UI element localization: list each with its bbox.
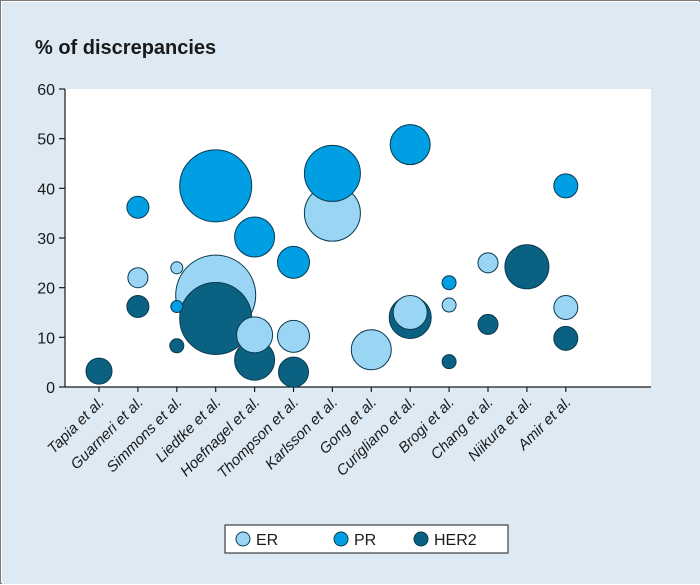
- bubble-pr-amir-et-al: [553, 173, 579, 199]
- legend-label-er: ER: [256, 532, 278, 549]
- legend-label-her2: HER2: [434, 532, 477, 549]
- bubble-er-gong-et-al: [350, 329, 392, 371]
- legend: ER PR HER2: [224, 524, 509, 554]
- bubble-pr-liedtke-et-al: [179, 149, 253, 223]
- bubble-pr-simmons-et-al: [170, 300, 184, 314]
- y-tick-label: 50: [37, 132, 55, 149]
- legend-box: [224, 524, 509, 554]
- bubble-pr-hoefnagel-et-al: [234, 216, 276, 258]
- bubble-her2-niikura-et-al: [504, 244, 550, 290]
- legend-marker-her2: [413, 531, 429, 547]
- bubble-er-brogi-et-al: [441, 297, 457, 313]
- y-tick-label: 30: [37, 231, 55, 248]
- bubbles-layer: [85, 124, 579, 388]
- bubble-pr-karlsson-et-al: [303, 144, 361, 202]
- legend-marker-pr: [333, 531, 349, 547]
- bubble-er-amir-et-al: [553, 295, 579, 321]
- y-tick-label: 20: [37, 281, 55, 298]
- bubble-her2-simmons-et-al: [169, 338, 185, 354]
- bubble-er-guarneri-et-al: [127, 267, 149, 289]
- bubble-pr-thompson-et-al: [277, 245, 310, 279]
- bubble-her2-amir-et-al: [553, 325, 579, 351]
- bubble-er-chang-et-al: [477, 252, 499, 274]
- y-tick-label: 40: [37, 181, 55, 198]
- bubble-er-simmons-et-al: [170, 261, 184, 275]
- legend-marker-er: [235, 531, 251, 547]
- bubble-her2-tapia-et-al: [85, 357, 113, 385]
- bubble-pr-brogi-et-al: [441, 275, 457, 291]
- bubble-her2-thompson-et-al: [278, 356, 309, 388]
- bubble-er-curigliano-et-al: [392, 295, 428, 330]
- bubble-her2-guarneri-et-al: [126, 295, 150, 319]
- bubble-her2-chang-et-al: [477, 313, 499, 335]
- y-tick-label: 0: [46, 380, 55, 397]
- chart-title: % of discrepancies: [35, 37, 216, 59]
- bubble-pr-guarneri-et-al: [126, 195, 150, 219]
- bubble-er-thompson-et-al: [277, 319, 310, 353]
- bubble-er-hoefnagel-et-al: [236, 316, 274, 354]
- y-tick-label: 10: [37, 330, 55, 347]
- bubble-pr-curigliano-et-al: [389, 124, 431, 166]
- y-tick-label: 60: [37, 82, 55, 99]
- y-axis-ticks: 0 10 20 30 40 50 60: [37, 82, 65, 397]
- legend-label-pr: PR: [354, 532, 376, 549]
- bubble-her2-brogi-et-al: [441, 354, 457, 370]
